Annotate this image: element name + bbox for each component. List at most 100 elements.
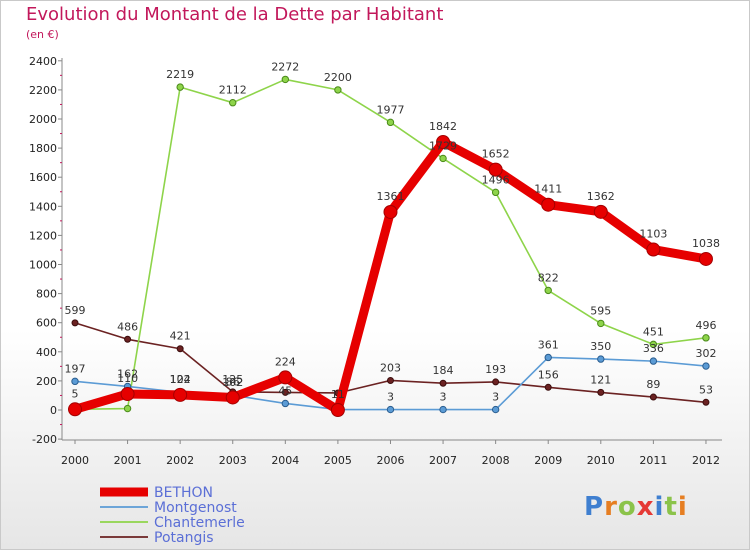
point-potangis: [71, 319, 79, 327]
point-bethon: [698, 251, 713, 266]
data-label-bethon: 86: [226, 375, 240, 388]
point-montgenost: [386, 405, 395, 414]
data-label-chantemerle: 1977: [376, 103, 404, 116]
x-tick-label: 2009: [534, 454, 562, 467]
y-tick-label: -200: [32, 433, 57, 446]
x-tick-label: 2005: [324, 454, 352, 467]
point-chantemerle: [281, 75, 290, 84]
point-potangis: [649, 393, 657, 401]
data-label-chantemerle: 822: [538, 271, 559, 284]
data-label-potangis: 125: [222, 373, 243, 386]
data-label-potangis: 203: [380, 361, 401, 374]
point-bethon: [173, 387, 188, 402]
logo-letter: i: [654, 492, 665, 522]
data-label-montgenost: 122: [170, 373, 191, 386]
point-potangis: [439, 379, 447, 387]
data-label-potangis: 184: [433, 364, 454, 377]
data-label-bethon: 1103: [639, 228, 667, 241]
point-chantemerle: [597, 319, 605, 328]
point-potangis: [176, 345, 184, 353]
data-label-bethon: 1361: [376, 190, 404, 203]
x-tick-label: 2010: [587, 454, 615, 467]
data-label-potangis: 486: [117, 320, 138, 333]
point-chantemerle: [334, 86, 342, 94]
data-label-bethon: 1362: [587, 190, 615, 203]
data-label-montgenost: 102: [222, 376, 243, 389]
chart-subtitle: (en €): [26, 28, 59, 41]
y-tick-label: 200: [36, 375, 57, 388]
point-bethon: [383, 204, 398, 219]
x-tick-label: 2008: [482, 454, 510, 467]
point-bethon: [646, 242, 661, 257]
data-label-potangis: 53: [699, 383, 713, 396]
point-chantemerle: [544, 286, 552, 295]
point-potangis: [597, 388, 605, 396]
x-tick-label: 2000: [61, 454, 89, 467]
data-label-bethon: 104: [170, 373, 191, 386]
point-montgenost: [649, 357, 658, 365]
x-tick-label: 2002: [166, 454, 194, 467]
data-label-chantemerle: 2112: [219, 84, 247, 97]
axes: -200 0 200 400 600 800 1000 1200 1400 1600 1800 200…: [29, 55, 722, 467]
data-label-potangis: 193: [485, 363, 506, 376]
point-chantemerle: [386, 118, 395, 127]
y-tick-label: 1600: [29, 171, 57, 184]
y-tick-label: 1400: [29, 200, 57, 213]
data-label-potangis: 421: [170, 330, 191, 343]
point-bethon: [488, 162, 503, 177]
legend-label-potangis: Potangis: [154, 530, 214, 546]
point-potangis: [281, 388, 289, 396]
y-tick-label: 1200: [29, 229, 57, 242]
point-chantemerle: [123, 404, 132, 413]
data-label-chantemerle: 451: [643, 325, 664, 338]
y-tick-label: 600: [36, 317, 57, 330]
data-label-montgenost: 45: [278, 384, 292, 397]
data-label-montgenost: 336: [643, 342, 664, 355]
chart-title: Evolution du Montant de la Dette par Hab…: [26, 4, 444, 25]
data-label-potangis: 89: [646, 378, 660, 391]
x-tick-label: 2007: [429, 454, 457, 467]
logo-letter: P: [584, 492, 605, 522]
data-label-potangis: 156: [538, 368, 559, 381]
point-chantemerle: [176, 83, 184, 91]
y-tick-label: 2000: [29, 113, 57, 126]
y-tick-label: 1000: [29, 259, 57, 272]
data-label-chantemerle: 1729: [429, 139, 457, 152]
x-tick-label: 2006: [376, 454, 404, 467]
legend-label-bethon: BETHON: [154, 485, 213, 501]
data-label-bethon: 1038: [692, 237, 720, 250]
y-tick-label: 800: [36, 288, 57, 301]
point-bethon: [278, 370, 293, 385]
point-montgenost: [702, 362, 710, 370]
series-layer: [68, 75, 713, 417]
data-label-montgenost: 302: [695, 347, 716, 360]
y-tick-label: 1800: [29, 142, 57, 155]
data-label-montgenost: 350: [590, 340, 611, 353]
data-label-montgenost: 3: [492, 391, 499, 404]
point-bethon: [593, 204, 608, 219]
x-tick-label: 2012: [692, 454, 720, 467]
point-bethon: [225, 390, 240, 405]
x-tick-label: 2001: [114, 454, 142, 467]
x-tick-label: 2003: [219, 454, 247, 467]
legend-label-montgenost: Montgenost: [154, 500, 237, 516]
point-bethon: [68, 402, 82, 417]
data-label-chantemerle: 1496: [482, 173, 510, 186]
data-label-bethon: 1842: [429, 120, 457, 133]
data-label-chantemerle: 496: [695, 319, 716, 332]
data-label-montgenost: 3: [440, 391, 447, 404]
x-tick-label: 2011: [639, 454, 667, 467]
point-potangis: [702, 398, 710, 406]
point-montgenost: [71, 377, 79, 386]
data-label-bethon: 11: [331, 388, 345, 401]
data-label-bethon: 110: [117, 372, 138, 385]
point-chantemerle: [439, 154, 447, 163]
data-label-montgenost: 162: [117, 367, 138, 380]
point-chantemerle: [229, 99, 237, 107]
point-chantemerle: [702, 334, 710, 342]
y-tick-label: 2200: [29, 84, 57, 97]
point-bethon: [436, 134, 451, 149]
